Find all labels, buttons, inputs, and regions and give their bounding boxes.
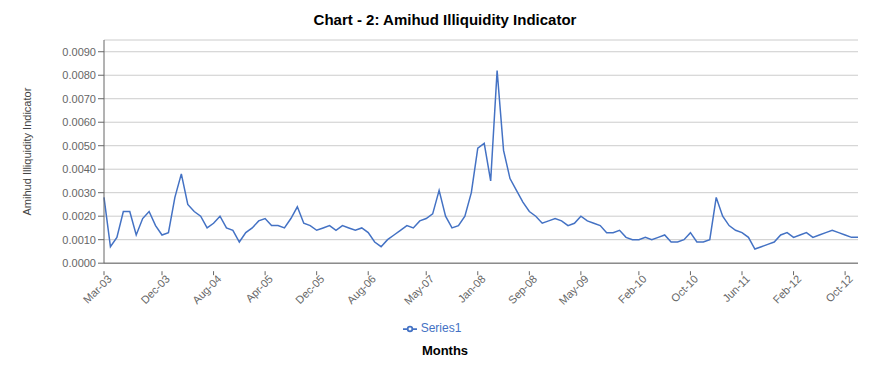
svg-text:Mar-03: Mar-03 [81, 273, 114, 306]
svg-text:0.0090: 0.0090 [62, 46, 96, 58]
svg-text:0.0070: 0.0070 [62, 93, 96, 105]
svg-text:Sep-08: Sep-08 [506, 273, 540, 307]
svg-text:0.0080: 0.0080 [62, 69, 96, 81]
html-text:Series1: Series1 [420, 321, 462, 336]
svg-text:Oct-12: Oct-12 [823, 273, 855, 305]
svg-text:0.0040: 0.0040 [62, 163, 96, 175]
svg-text:Amihud Illiquidity Indicator: Amihud Illiquidity Indicator [21, 87, 33, 215]
svg-text:0.0020: 0.0020 [62, 210, 96, 222]
svg-text:Oct-10: Oct-10 [669, 273, 701, 305]
html-text:Chart - 2: Amihud Illiquidity: Chart - 2: Amihud Illiquidity Indicator [313, 11, 577, 28]
svg-text:Dec-03: Dec-03 [138, 273, 172, 307]
svg-text:0.0000: 0.0000 [62, 257, 96, 269]
svg-text:Aug-06: Aug-06 [345, 273, 379, 307]
svg-text:0.0010: 0.0010 [62, 234, 96, 246]
svg-text:Jan-08: Jan-08 [455, 273, 487, 305]
html-text:Months: Months [421, 343, 469, 358]
svg-text:Feb-10: Feb-10 [616, 273, 649, 306]
svg-text:0.0060: 0.0060 [62, 116, 96, 128]
svg-text:May-07: May-07 [402, 273, 436, 307]
svg-text:Apr-05: Apr-05 [243, 273, 275, 305]
svg-text:Aug-04: Aug-04 [190, 273, 224, 307]
svg-text:Feb-12: Feb-12 [770, 273, 803, 306]
svg-text:0.0050: 0.0050 [62, 140, 96, 152]
svg-text:Dec-05: Dec-05 [293, 273, 327, 307]
svg-text:Jun-11: Jun-11 [720, 273, 752, 305]
svg-text:May-09: May-09 [556, 273, 590, 307]
svg-text:0.0030: 0.0030 [62, 187, 96, 199]
